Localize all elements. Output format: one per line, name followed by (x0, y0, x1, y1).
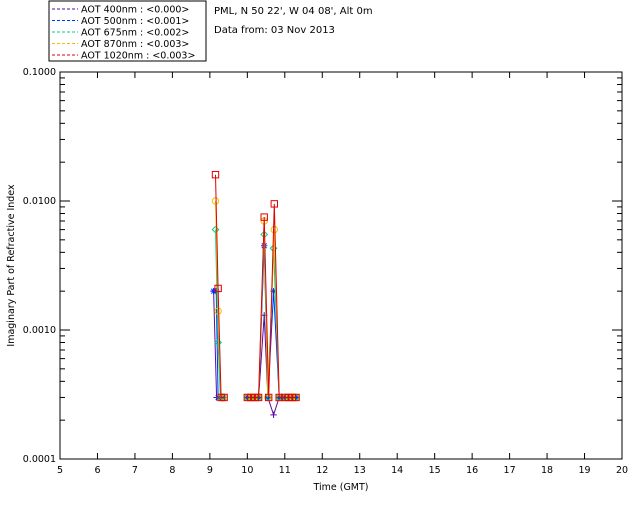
series-4 (211, 197, 300, 402)
data-date: Data from: 03 Nov 2013 (214, 25, 335, 36)
x-tick-label: 17 (504, 465, 516, 476)
series-line (247, 245, 296, 398)
legend-entry: AOT 400nm : <0.000> (81, 5, 189, 16)
y-tick-label: 0.0001 (23, 454, 56, 465)
x-tick-label: 9 (207, 465, 213, 476)
x-tick-label: 19 (578, 465, 590, 476)
data-point (247, 393, 255, 402)
y-axis-label: Imaginary Part of Refractive Index (6, 184, 17, 347)
x-tick-label: 20 (616, 465, 628, 476)
series-line (247, 203, 296, 398)
data-point (270, 200, 279, 208)
series-2 (210, 242, 300, 401)
legend-entry: AOT 870nm : <0.003> (81, 39, 189, 50)
legend-entry: AOT 1020nm : <0.003> (81, 51, 195, 62)
legend-box (48, 0, 207, 62)
series-3 (211, 225, 300, 402)
data-point (275, 393, 283, 402)
x-tick-label: 7 (132, 465, 138, 476)
data-point (211, 170, 220, 179)
data-point (288, 393, 296, 402)
series-line (215, 174, 225, 398)
y-tick-label: 0.0100 (23, 196, 56, 207)
series-5 (211, 170, 300, 402)
data-point (264, 393, 273, 402)
data-point (284, 393, 293, 402)
x-tick-label: 18 (541, 465, 553, 476)
x-tick-label: 14 (391, 465, 403, 476)
data-point (270, 411, 277, 419)
x-axis-label: Time (GMT) (312, 482, 368, 493)
data-point (270, 225, 279, 234)
x-tick-label: 5 (57, 465, 63, 476)
x-tick-label: 10 (241, 465, 253, 476)
data-point (292, 393, 300, 402)
data-point (214, 338, 223, 347)
data-point (214, 307, 222, 315)
y-tick-label: 0.0010 (23, 325, 56, 336)
station-info: PML, N 50 22', W 04 08', Alt 0m (214, 6, 373, 17)
plot-frame (59, 71, 623, 460)
data-point (251, 393, 259, 402)
x-tick-label: 13 (354, 465, 366, 476)
data-point (281, 393, 289, 402)
data-point (260, 213, 268, 221)
x-tick-label: 16 (466, 465, 478, 476)
x-tick-label: 6 (94, 465, 100, 476)
series-line (247, 234, 296, 398)
data-point (211, 225, 220, 234)
data-point (243, 393, 252, 402)
data-point (254, 393, 263, 402)
data-point (220, 393, 228, 402)
data-point (214, 284, 222, 293)
y-tick-label: 0.1000 (23, 67, 56, 78)
x-tick-label: 15 (429, 465, 441, 476)
legend-entry: AOT 500nm : <0.001> (81, 16, 189, 27)
x-tick-label: 8 (169, 465, 175, 476)
x-tick-label: 11 (279, 465, 291, 476)
data-point (270, 287, 277, 295)
legend-entry: AOT 675nm : <0.002> (81, 28, 189, 39)
x-tick-label: 12 (316, 465, 328, 476)
data-point (211, 197, 220, 205)
